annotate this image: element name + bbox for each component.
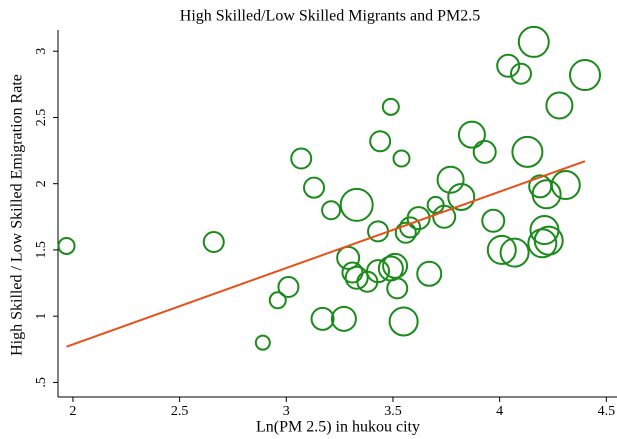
y-tick-label: 2: [34, 180, 49, 187]
bubble: [533, 225, 564, 256]
bubble: [416, 260, 443, 287]
bubble: [436, 165, 465, 194]
y-tick-label: .5: [34, 377, 49, 388]
bubble: [511, 135, 544, 168]
bubble: [303, 176, 326, 199]
x-tick-label: 3.5: [384, 404, 402, 419]
y-tick-label: 3: [34, 48, 49, 55]
y-tick-label: 2.5: [34, 109, 49, 127]
bubble: [509, 62, 532, 85]
bubble: [330, 305, 357, 332]
bubble: [394, 221, 417, 244]
bubble: [381, 97, 400, 116]
bubble: [568, 59, 601, 92]
bubble: [310, 306, 335, 331]
bubble: [550, 170, 581, 201]
bubble: [392, 149, 411, 168]
bubble: [202, 230, 225, 253]
bubble: [447, 182, 476, 211]
x-tick-label: 4.5: [598, 404, 616, 419]
y-axis-label: High Skilled / Low Skilled Emigration Ra…: [9, 74, 26, 356]
bubble: [545, 91, 574, 120]
bubble: [472, 139, 497, 164]
bubble: [457, 120, 486, 149]
bubble: [57, 236, 76, 255]
bubble: [496, 53, 521, 78]
bubble: [277, 276, 300, 299]
bubble: [344, 265, 369, 290]
bubble: [406, 206, 431, 231]
bubble: [527, 228, 558, 259]
bubble: [432, 204, 457, 229]
bubble: [486, 234, 517, 265]
x-tick-label: 4: [496, 404, 503, 419]
bubble: [339, 187, 374, 222]
x-tick-label: 3: [283, 404, 290, 419]
fit-line: [66, 160, 586, 348]
bubble: [321, 200, 342, 221]
bubble: [531, 179, 562, 210]
chart-title: High Skilled/Low Skilled Migrants and PM…: [180, 8, 480, 25]
bubble: [254, 334, 271, 351]
x-tick-label: 2.5: [171, 404, 189, 419]
bubble: [336, 245, 361, 270]
bubble: [517, 25, 550, 58]
bubble: [388, 306, 419, 337]
bubble: [366, 259, 391, 284]
bubble: [268, 291, 287, 310]
bubble: [481, 208, 506, 233]
bubble: [290, 147, 313, 170]
bubble: [369, 130, 392, 153]
bubble: [499, 237, 530, 268]
y-tick-label: 1.5: [34, 241, 49, 258]
y-tick-label: 1: [34, 313, 49, 320]
x-tick-label: 2: [69, 404, 76, 419]
x-axis-label: Ln(PM 2.5) in hukou city: [256, 419, 420, 436]
bubble: [386, 277, 409, 300]
